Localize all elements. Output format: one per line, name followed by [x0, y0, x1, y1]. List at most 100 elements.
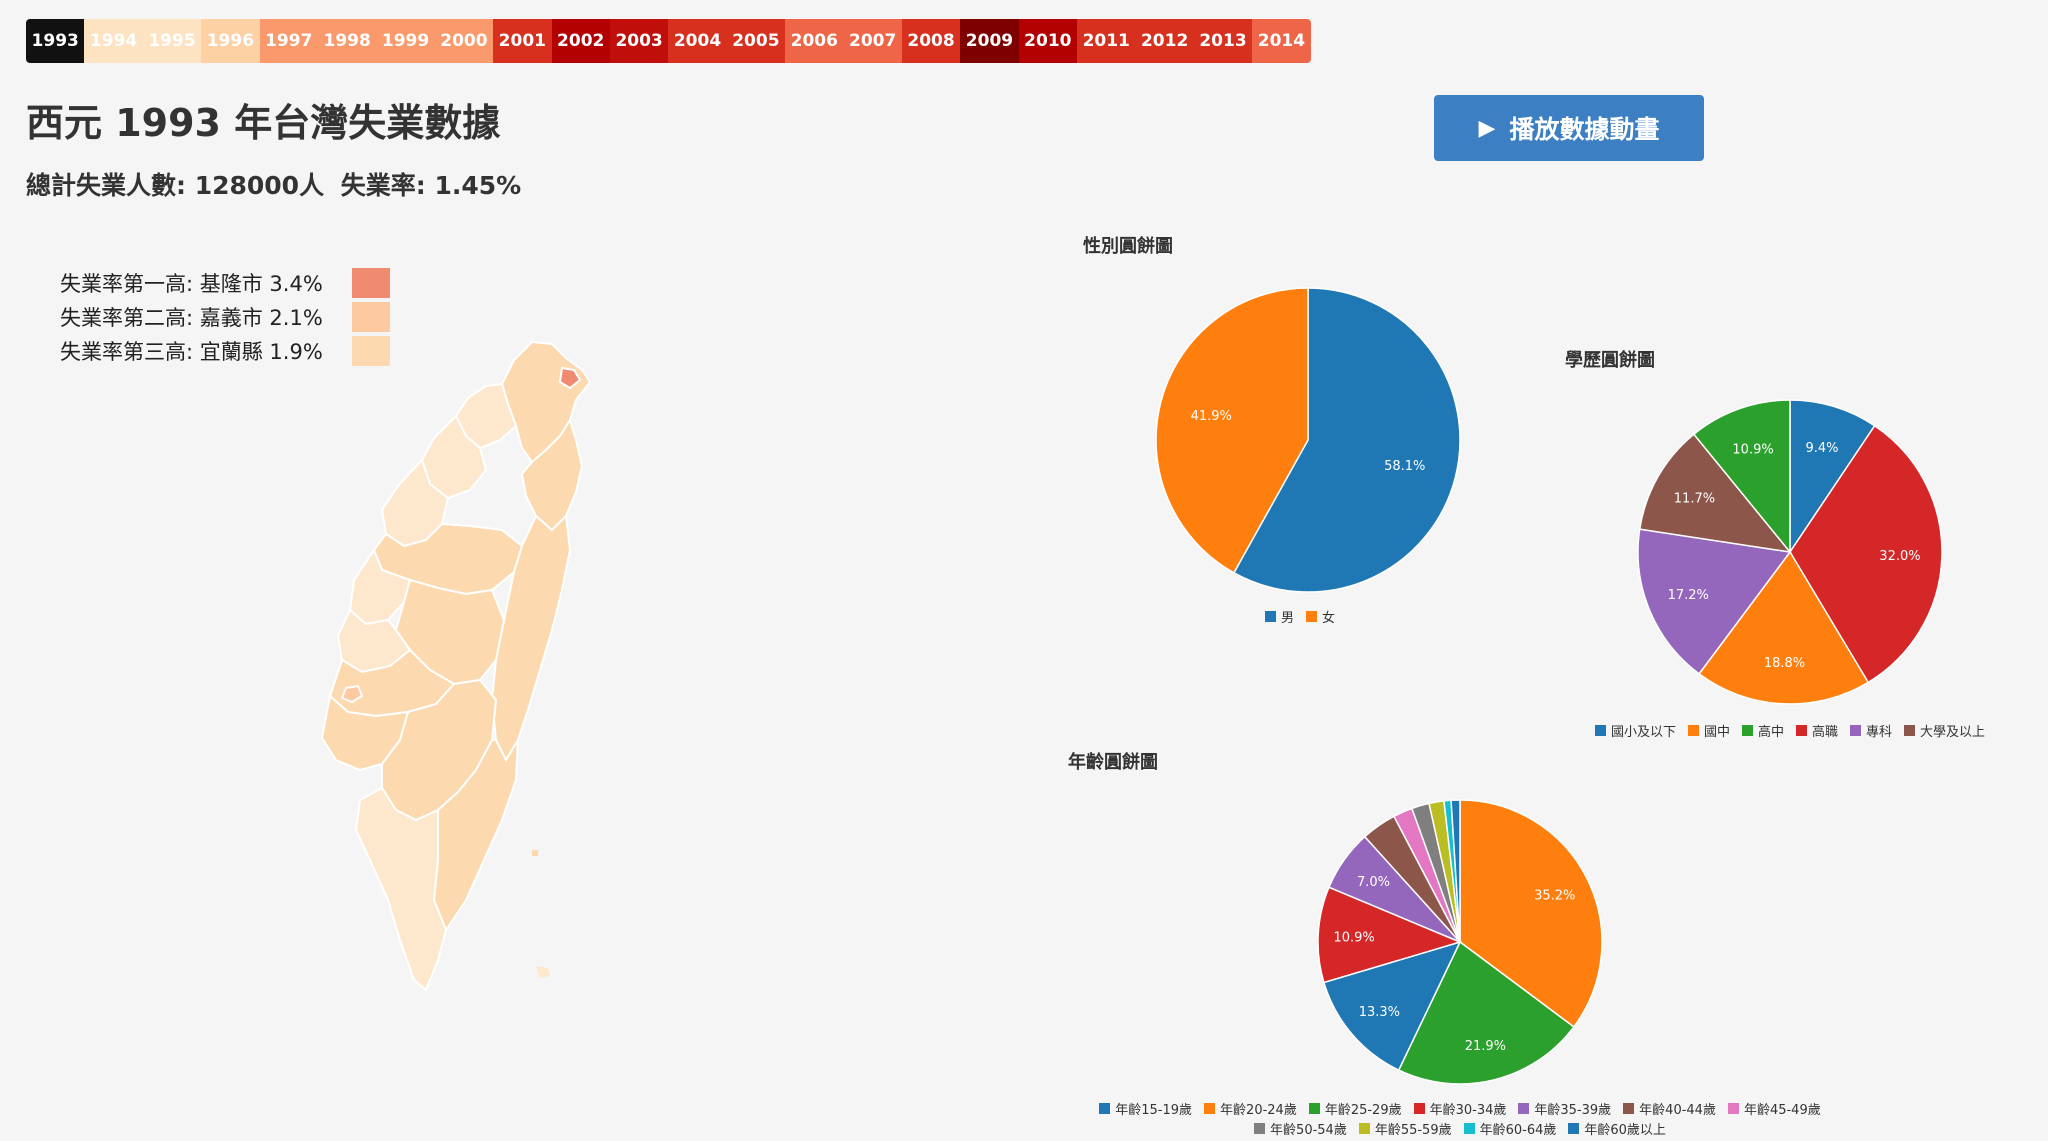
- year-2009[interactable]: 2009: [960, 19, 1019, 63]
- summary-stats: 總計失業人數: 128000人 失業率: 1.45%: [26, 166, 529, 202]
- year-2014[interactable]: 2014: [1252, 19, 1311, 63]
- education-legend-item: 大學及以上: [1904, 720, 1985, 740]
- pie-slice-女[interactable]: [1155, 287, 1309, 574]
- year-1995[interactable]: 1995: [142, 19, 202, 63]
- gender-legend-label: 女: [1322, 610, 1336, 626]
- year-2007[interactable]: 2007: [843, 19, 902, 63]
- rank-2-swatch: [352, 302, 390, 332]
- play-animation-button[interactable]: ▶ 播放數據動畫: [1434, 95, 1704, 161]
- education-pie-chart: 9.4% 32.0% 18.8% 17.2% 11.7% 10.9%: [1637, 399, 1943, 705]
- county-hsinchu[interactable]: [420, 414, 488, 500]
- age-pie-legend: 年齡15-19歲 年齡20-24歲 年齡25-29歲 年齡30-34歲 年齡35-39歲…: [1080, 1098, 1840, 1138]
- pie-label-高中: 10.9%: [1732, 442, 1773, 457]
- county-yilan[interactable]: [520, 417, 584, 532]
- pie-slice-國中[interactable]: [1698, 550, 1870, 705]
- pie-label-年齡15-19歲: 13.3%: [1359, 1005, 1400, 1020]
- county-keelung[interactable]: [558, 366, 582, 390]
- education-legend-label: 大學及以上: [1920, 724, 1986, 740]
- age-legend-swatch: [1463, 1122, 1475, 1134]
- pie-label-國中: 18.8%: [1764, 656, 1805, 671]
- year-1996[interactable]: 1996: [201, 19, 260, 63]
- year-2013[interactable]: 2013: [1193, 19, 1253, 63]
- age-legend-label: 年齡35-39歲: [1534, 1102, 1612, 1118]
- year-2006[interactable]: 2006: [785, 19, 844, 63]
- education-legend-item: 國中: [1687, 720, 1730, 740]
- pie-label-女: 41.9%: [1191, 409, 1232, 424]
- age-legend-item: 年齡60-64歲: [1463, 1118, 1557, 1138]
- year-1997[interactable]: 1997: [259, 19, 318, 63]
- education-legend-swatch: [1904, 724, 1916, 736]
- pie-slice-男[interactable]: [1232, 287, 1461, 593]
- pie-slice-大學及以上[interactable]: [1638, 433, 1792, 554]
- age-legend-swatch: [1254, 1122, 1266, 1134]
- age-legend-label: 年齡40-44歲: [1639, 1102, 1716, 1118]
- pie-slice-國小及以下[interactable]: [1789, 399, 1876, 555]
- island-green: [532, 850, 538, 856]
- rank-1-label: 失業率第一高: 基隆市 3.4%: [60, 272, 323, 296]
- pie-slice-年齡25-29歲[interactable]: [1397, 940, 1575, 1085]
- education-legend-label: 國小及以下: [1610, 724, 1676, 740]
- age-legend-label: 年齡45-49歲: [1743, 1102, 1821, 1118]
- age-legend-item: 年齡20-24歲: [1204, 1098, 1297, 1118]
- age-legend-swatch: [1204, 1102, 1216, 1114]
- age-legend-label: 年齡60-64歲: [1479, 1122, 1557, 1138]
- rank-2-label: 失業率第二高: 嘉義市 2.1%: [60, 306, 323, 330]
- gender-legend-item: 男: [1264, 606, 1294, 626]
- page-title: 西元 1993 年台灣失業數據: [26, 101, 501, 145]
- rank-1: 失業率第一高: 基隆市 3.4%: [60, 266, 390, 300]
- year-2005[interactable]: 2005: [726, 19, 786, 63]
- pie-slice-年齡60歲以上[interactable]: [1450, 799, 1461, 943]
- year-1998[interactable]: 1998: [317, 19, 377, 63]
- gender-legend-swatch: [1264, 610, 1276, 622]
- pie-slice-專科[interactable]: [1637, 528, 1792, 675]
- year-2008[interactable]: 2008: [901, 19, 961, 63]
- age-legend-swatch: [1308, 1102, 1320, 1114]
- rank-3-label: 失業率第三高: 宜蘭縣 1.9%: [60, 340, 323, 364]
- age-legend-item: 年齡30-34歲: [1413, 1098, 1506, 1118]
- play-icon: ▶: [1478, 115, 1496, 141]
- age-legend-label: 年齡20-24歲: [1220, 1102, 1297, 1118]
- education-legend-swatch: [1687, 724, 1699, 736]
- year-2012[interactable]: 2012: [1135, 19, 1194, 63]
- county-chiayi-city[interactable]: [340, 684, 364, 704]
- pie-slice-高中[interactable]: [1692, 399, 1791, 555]
- year-2003[interactable]: 2003: [609, 19, 669, 63]
- age-legend-swatch: [1568, 1122, 1580, 1134]
- pie-label-專科: 17.2%: [1668, 588, 1709, 603]
- education-legend-item: 高職: [1796, 720, 1838, 740]
- year-2001[interactable]: 2001: [493, 19, 552, 63]
- age-legend-item: 年齡15-19歲: [1099, 1098, 1192, 1118]
- age-legend-swatch: [1518, 1102, 1530, 1114]
- pie-slice-年齡20-24歲[interactable]: [1459, 799, 1603, 1028]
- education-legend-item: 專科: [1850, 720, 1892, 740]
- education-legend-swatch: [1594, 724, 1606, 736]
- education-legend-label: 專科: [1866, 724, 1893, 740]
- year-2002[interactable]: 2002: [551, 19, 610, 63]
- education-legend-swatch: [1850, 724, 1862, 736]
- year-1993[interactable]: 1993: [26, 19, 85, 63]
- pie-slice-年齡30-34歲[interactable]: [1317, 886, 1463, 984]
- year-2004[interactable]: 2004: [668, 19, 727, 63]
- pie-label-國小及以下: 9.4%: [1805, 441, 1838, 456]
- year-1999[interactable]: 1999: [376, 19, 435, 63]
- age-pie-chart: 35.2% 21.9% 13.3% 10.9% 7.0%: [1317, 799, 1603, 1085]
- gender-pie-legend: 男女: [1200, 606, 1400, 626]
- pie-slice-年齡15-19歲[interactable]: [1322, 940, 1462, 1072]
- pie-label-男: 58.1%: [1384, 459, 1425, 474]
- age-legend-label: 年齡25-29歲: [1324, 1102, 1402, 1118]
- year-2000[interactable]: 2000: [434, 19, 494, 63]
- age-legend-label: 年齡15-19歲: [1115, 1102, 1193, 1118]
- play-animation-label: 播放數據動畫: [1509, 115, 1660, 144]
- year-1994[interactable]: 1994: [84, 19, 143, 63]
- age-legend-item: 年齡40-44歲: [1623, 1098, 1716, 1118]
- gender-legend-swatch: [1306, 610, 1317, 622]
- year-2010[interactable]: 2010: [1018, 19, 1078, 63]
- unemployment-rate: 失業率: 1.45%: [340, 171, 522, 200]
- age-legend-label: 年齡55-59歲: [1374, 1122, 1452, 1138]
- year-2011[interactable]: 2011: [1077, 19, 1136, 63]
- ranking-legend: 失業率第一高: 基隆市 3.4% 失業率第二高: 嘉義市 2.1% 失業率第三高…: [60, 266, 390, 368]
- pie-slice-高職[interactable]: [1789, 424, 1943, 684]
- county-pingtung[interactable]: [354, 786, 448, 992]
- pie-label-年齡30-34歲: 10.9%: [1333, 930, 1374, 945]
- gender-pie-title: 性別圓餅圖: [1083, 236, 1173, 257]
